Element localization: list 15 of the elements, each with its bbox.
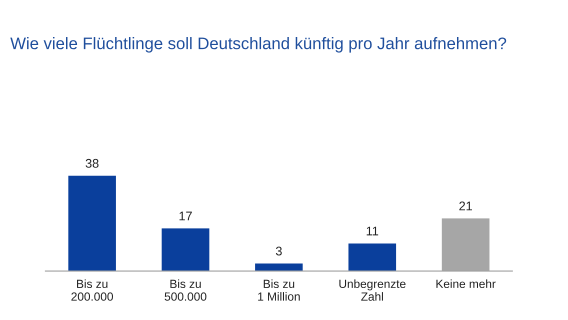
data-label: 38: [86, 158, 99, 168]
x-tick-label: Bis zu 200.000: [71, 279, 114, 301]
bar: [255, 264, 303, 272]
data-label: 11: [366, 226, 378, 236]
data-label: 17: [180, 212, 192, 220]
data-label: 3: [276, 246, 282, 256]
data-label: 21: [459, 202, 472, 210]
bar: [68, 176, 116, 272]
x-tick-label: Keine mehr: [436, 279, 496, 288]
bar: [162, 228, 210, 272]
x-tick-label: Unbegrenzte Zahl: [339, 279, 406, 301]
x-tick-label: Bis zu 1 Million: [258, 279, 300, 301]
bar: [348, 243, 396, 272]
chart-title: Wie viele Flüchtlinge soll Deutschland künftig pro Jahr aufnehmen?: [10, 37, 506, 53]
x-tick-label: Bis zu 500.000: [164, 279, 206, 301]
